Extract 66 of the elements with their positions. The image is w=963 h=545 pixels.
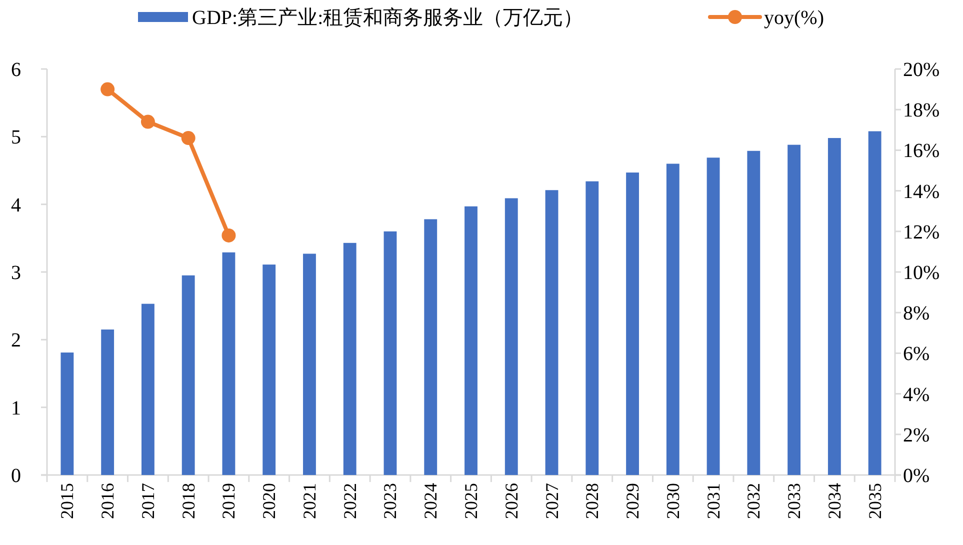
bar xyxy=(545,190,558,475)
bar xyxy=(868,131,882,475)
y2-tick-label: 16% xyxy=(903,140,940,162)
bar xyxy=(222,252,236,475)
y2-tick-label: 18% xyxy=(903,100,940,122)
bar xyxy=(626,172,639,475)
bar xyxy=(666,164,680,475)
bar xyxy=(828,138,841,475)
y2-tick-label: 20% xyxy=(903,59,940,81)
y-tick-label: 0 xyxy=(11,465,21,487)
bar xyxy=(303,254,316,475)
y-tick-label: 3 xyxy=(11,262,21,284)
y2-tick-label: 8% xyxy=(903,302,930,325)
x-tick-label: 2023 xyxy=(380,483,400,519)
x-tick-label: 2027 xyxy=(542,483,562,519)
x-tick-label: 2022 xyxy=(340,483,360,519)
x-tick-label: 2029 xyxy=(622,483,643,519)
x-tick-label: 2015 xyxy=(57,483,78,519)
y2-tick-label: 4% xyxy=(903,384,930,406)
y-tick-label: 1 xyxy=(11,397,21,420)
bar xyxy=(464,206,478,475)
y2-tick-label: 14% xyxy=(903,180,940,203)
x-tick-label: 2033 xyxy=(784,483,804,519)
y2-tick-label: 6% xyxy=(903,343,930,366)
y2-tick-label: 12% xyxy=(903,221,940,244)
y2-tick-label: 2% xyxy=(903,424,930,446)
x-tick-label: 2034 xyxy=(824,483,844,519)
y-tick-label: 5 xyxy=(11,126,21,149)
y2-tick-label: 0% xyxy=(903,465,930,487)
legend-label: yoy(%) xyxy=(764,7,824,29)
x-tick-label: 2035 xyxy=(864,483,885,519)
x-tick-label: 2017 xyxy=(138,483,158,519)
y2-tick-label: 10% xyxy=(903,262,940,284)
x-tick-label: 2028 xyxy=(582,483,602,519)
bar xyxy=(504,198,518,475)
bar xyxy=(182,275,195,475)
bar xyxy=(788,144,801,475)
x-tick-label: 2016 xyxy=(98,483,118,519)
x-tick-label: 2026 xyxy=(501,483,522,519)
bar xyxy=(343,242,356,475)
x-tick-label: 2019 xyxy=(218,483,239,519)
bar xyxy=(706,158,720,475)
bar xyxy=(424,219,438,475)
y-tick-label: 6 xyxy=(11,59,21,81)
bar xyxy=(60,352,74,475)
y-tick-label: 2 xyxy=(11,330,21,352)
bar xyxy=(101,330,114,475)
point xyxy=(100,82,115,96)
x-tick-label: 2030 xyxy=(662,483,683,519)
bar xyxy=(586,181,599,475)
bar xyxy=(141,304,154,475)
x-tick-label: 2021 xyxy=(299,483,320,519)
x-tick-label: 2018 xyxy=(178,483,198,519)
point xyxy=(181,131,196,146)
x-tick-label: 2024 xyxy=(420,483,441,519)
legend-label: GDP:第三产业:租赁和商务服务业（万亿元） xyxy=(192,7,584,29)
bar xyxy=(384,231,397,475)
bar xyxy=(262,264,276,475)
x-tick-label: 2025 xyxy=(461,483,481,519)
y-tick-label: 4 xyxy=(11,194,21,216)
x-tick-label: 2020 xyxy=(259,483,280,519)
x-tick-label: 2031 xyxy=(703,483,724,519)
point xyxy=(222,228,236,242)
point xyxy=(140,114,155,129)
x-tick-label: 2032 xyxy=(744,483,764,519)
bar xyxy=(747,150,760,475)
